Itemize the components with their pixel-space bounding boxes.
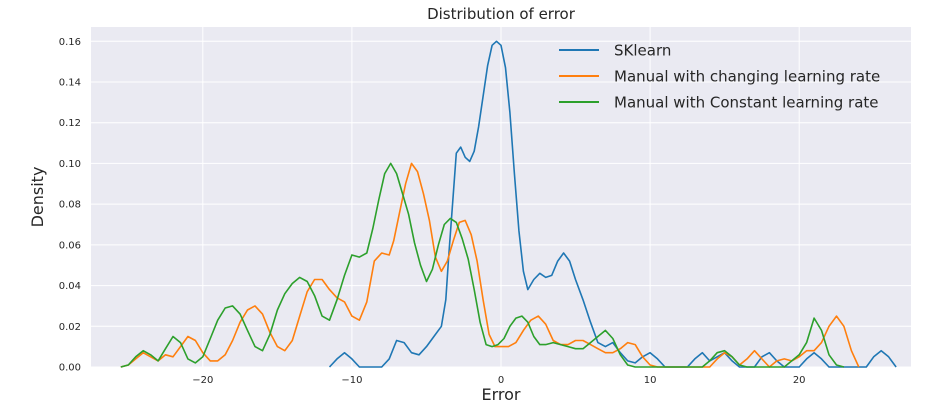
legend-label: Manual with changing learning rate xyxy=(614,68,880,86)
x-tick-label: 20 xyxy=(793,375,806,386)
y-tick-label: 0.08 xyxy=(59,200,81,211)
legend: SKlearn Manual with changing learning rat… xyxy=(559,42,880,112)
x-axis-label: Error xyxy=(482,385,521,404)
y-tick-label: 0.00 xyxy=(59,363,81,374)
y-tick-label: 0.06 xyxy=(59,240,81,251)
x-tick-labels: −20 −10 0 10 20 xyxy=(192,375,805,386)
legend-label: Manual with Constant learning rate xyxy=(614,94,879,112)
y-tick-label: 0.16 xyxy=(59,37,81,48)
y-tick-label: 0.12 xyxy=(59,118,81,129)
y-tick-label: 0.14 xyxy=(59,77,81,88)
y-tick-label: 0.10 xyxy=(59,159,81,170)
series-line-3 xyxy=(120,162,845,368)
y-tick-label: 0.04 xyxy=(59,281,81,292)
grid-lines xyxy=(91,27,911,368)
series-line-1 xyxy=(328,40,897,368)
y-axis-label: Density xyxy=(28,167,47,228)
y-tick-label: 0.02 xyxy=(59,322,81,333)
chart-title: Distribution of error xyxy=(427,5,576,23)
legend-label: SKlearn xyxy=(614,42,671,60)
x-tick-label: −20 xyxy=(192,375,213,386)
x-tick-label: −10 xyxy=(341,375,362,386)
x-tick-label: 0 xyxy=(498,375,504,386)
x-tick-label: 10 xyxy=(644,375,657,386)
y-tick-labels: 0.00 0.02 0.04 0.06 0.08 0.10 0.12 0.14 0.16 xyxy=(59,37,81,374)
series-lines xyxy=(120,40,897,368)
